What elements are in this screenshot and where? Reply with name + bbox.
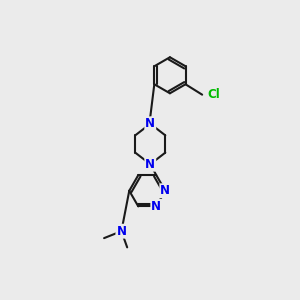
Text: Cl: Cl — [207, 88, 220, 101]
Text: N: N — [145, 158, 155, 171]
Text: N: N — [160, 184, 170, 197]
Text: N: N — [145, 117, 155, 130]
Text: N: N — [151, 200, 161, 213]
Text: N: N — [116, 225, 126, 238]
